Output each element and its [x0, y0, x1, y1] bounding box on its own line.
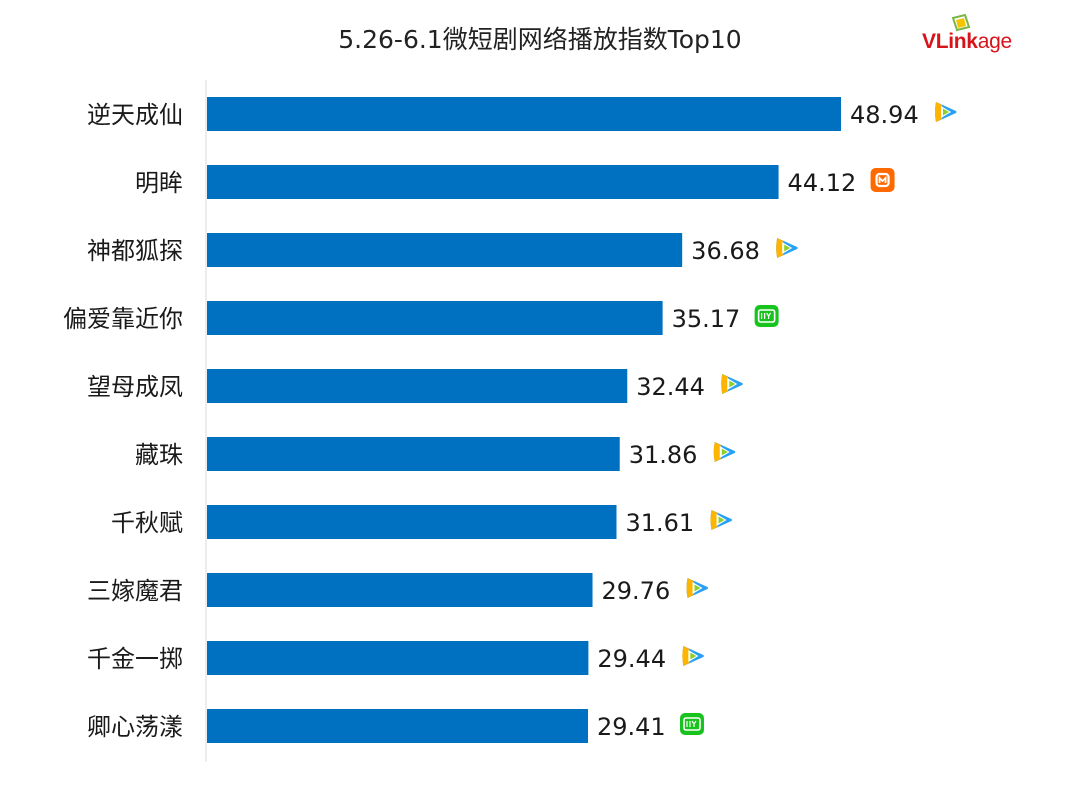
- data-label: 29.41: [597, 713, 666, 741]
- category-label: 卿心荡漾: [87, 713, 183, 741]
- category-label: 偏爱靠近你: [63, 305, 183, 333]
- data-label: 31.86: [629, 441, 698, 469]
- iqiyi-icon: [754, 305, 779, 327]
- bar: [207, 165, 779, 199]
- tencent-video-icon: [710, 510, 732, 530]
- category-label: 望母成凤: [87, 373, 183, 401]
- iqiyi-icon: [679, 713, 704, 735]
- tencent-video-icon: [713, 442, 736, 462]
- bar: [207, 505, 617, 539]
- logo-text: VLinkage: [922, 30, 1012, 53]
- bar: [207, 641, 589, 675]
- mango-tv-icon: [870, 168, 895, 192]
- tencent-video-icon: [682, 646, 704, 666]
- bar: [207, 709, 588, 743]
- category-label: 逆天成仙: [87, 101, 183, 129]
- bar: [207, 573, 593, 607]
- data-label: 32.44: [636, 373, 705, 401]
- category-label: 三嫁魔君: [87, 577, 183, 605]
- category-label: 明眸: [135, 169, 183, 197]
- bar: [207, 369, 628, 403]
- data-label: 31.61: [625, 509, 694, 537]
- tencent-video-icon: [776, 238, 798, 258]
- category-label: 藏珠: [135, 441, 183, 469]
- data-label: 29.76: [602, 577, 671, 605]
- chart-title: 5.26-6.1微短剧网络播放指数Top10: [338, 25, 742, 54]
- data-label: 35.17: [672, 305, 741, 333]
- logo-mark-icon: [951, 14, 971, 32]
- category-label: 千金一掷: [87, 645, 183, 673]
- data-label: 44.12: [788, 169, 857, 197]
- tencent-video-icon: [686, 578, 709, 598]
- tencent-video-icon: [935, 102, 957, 122]
- vlinkage-logo: VLinkage: [922, 14, 1042, 58]
- category-label: 千秋赋: [111, 509, 183, 537]
- data-label: 36.68: [691, 237, 760, 265]
- bar: [207, 97, 841, 131]
- data-label: 48.94: [850, 101, 919, 129]
- tencent-video-icon: [721, 374, 743, 394]
- category-label: 神都狐探: [87, 237, 183, 265]
- bar: [207, 233, 683, 267]
- bar: [207, 301, 663, 335]
- bar: [207, 437, 620, 471]
- data-label: 29.44: [597, 645, 666, 673]
